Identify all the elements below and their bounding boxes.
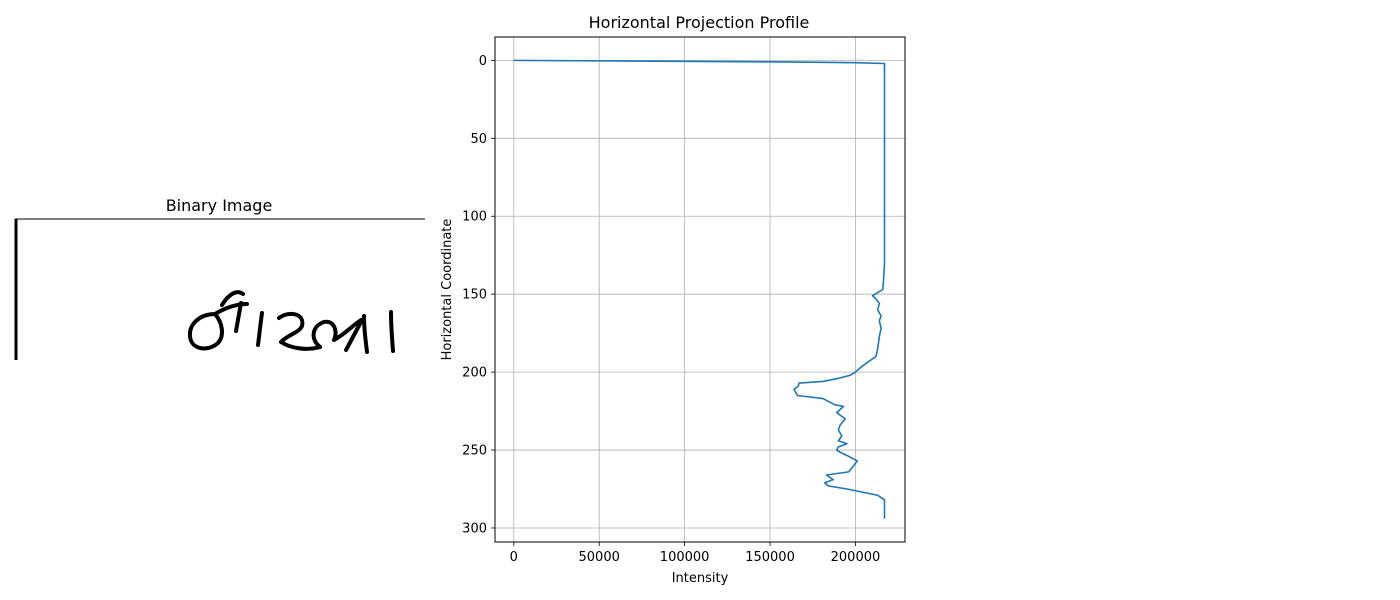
chart-grid [495, 37, 905, 542]
y-tick-label: 150 [462, 288, 487, 303]
plot-frame [494, 36, 906, 543]
profile-line [513, 59, 886, 519]
x-axis-ticks: 0 50000 100000 150000 200000 [510, 542, 881, 565]
binary-image-title: Binary Image [166, 196, 273, 215]
y-tick-label: 0 [479, 54, 487, 69]
binary-image-panel: Binary Image [14, 196, 425, 360]
chart-series [513, 59, 886, 519]
chart-title: Horizontal Projection Profile [589, 13, 810, 32]
x-axis-label: Intensity [672, 571, 729, 586]
x-tick-label: 50000 [579, 550, 620, 565]
handwritten-word-binary-image [14, 218, 425, 360]
x-tick-label: 0 [510, 550, 518, 565]
y-tick-label: 200 [462, 366, 487, 381]
y-axis-label: Horizontal Coordinate [440, 219, 455, 361]
projection-profile-chart: Horizontal Projection Profile 0 50000 1000… [440, 13, 906, 586]
y-tick-label: 50 [470, 132, 487, 147]
x-tick-label: 150000 [745, 550, 795, 565]
y-axis-ticks: 0 50 100 150 200 250 300 [462, 54, 495, 536]
x-tick-label: 200000 [831, 550, 881, 565]
y-tick-label: 250 [462, 444, 487, 459]
x-tick-label: 100000 [660, 550, 710, 565]
y-tick-label: 100 [462, 210, 487, 225]
y-tick-label: 300 [462, 521, 487, 536]
